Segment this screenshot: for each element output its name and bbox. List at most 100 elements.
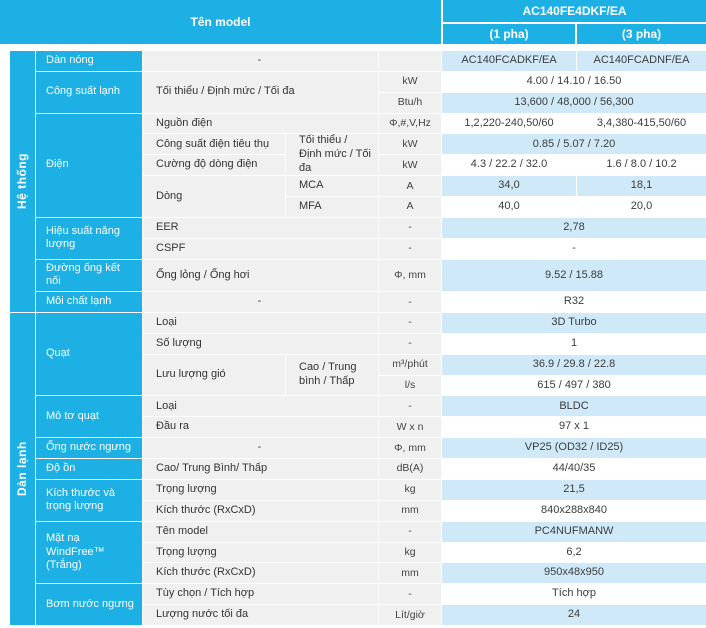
row-header-moi-chat-lanh: Môi chất lạnh: [36, 292, 142, 313]
label-kich-thuoc-2: Kích thước (RxCxD): [143, 563, 378, 584]
value-luu-luong-gio-m3: 36.9 / 29.8 / 22.8: [442, 354, 706, 375]
value-cuong-do-3pha: 1.6 / 8.0 / 10.2: [577, 155, 706, 176]
value-cong-suat-lanh-kw: 4.00 / 14.10 / 16.50: [442, 71, 706, 92]
label-eer: EER: [143, 217, 378, 238]
table-body: Hệ thống Dàn lạnh Dàn nóng Công suất lạn…: [8, 51, 706, 625]
value-mfa-1pha: 40,0: [442, 197, 576, 217]
sublabel-mca: MCA: [286, 176, 378, 197]
unit-quat-loai: -: [379, 313, 441, 333]
value-ong-long-ong-hoi: 9.52 / 15.88: [442, 259, 706, 292]
unit-phi-v-hz: Φ,#,V,Hz: [379, 113, 441, 134]
value-dan-nong-3pha: AC140FCADNF/EA: [577, 51, 706, 71]
sublabel-cao-trung-binh-thap: Cao / Trung bình / Thấp: [286, 354, 378, 396]
unit-kg-1: kg: [379, 479, 441, 500]
value-mo-to-loai: BLDC: [442, 396, 706, 417]
unit-dan-nong: [379, 51, 441, 71]
value-nguon-dien-1pha: 1,2,220-240,50/60: [442, 113, 576, 134]
unit-mo-to-loai: -: [379, 396, 441, 417]
label-ong-long-ong-hoi: Ống lỏng / Ống hơi: [143, 259, 378, 292]
label-nguon-dien: Nguồn điện: [143, 113, 378, 134]
row-header-mat-na-windfree: Mặt nạ WindFree™ (Trắng): [36, 521, 142, 584]
unit-moi-chat: -: [379, 292, 441, 313]
unit-so-luong: -: [379, 333, 441, 354]
row-header-hieu-suat-nang-luong: Hiệu suất năng lượng: [36, 217, 142, 259]
row-header-quat: Quạt: [36, 313, 142, 396]
label-luu-luong-gio: Lưu lượng gió: [143, 354, 285, 396]
unit-dba: dB(A): [379, 459, 441, 479]
unit-kw-tieu-thu: kW: [379, 134, 441, 155]
label-cuong-do-dong-dien: Cường độ dòng điện: [143, 155, 285, 176]
label-luong-nuoc-toi-da: Lượng nước tối đa: [143, 605, 378, 625]
row-header-mo-to-quat: Mô tơ quạt: [36, 396, 142, 438]
label-trong-luong-2: Trọng lượng: [143, 542, 378, 563]
value-do-on: 44/40/35: [442, 459, 706, 479]
label-cspf: CSPF: [143, 238, 378, 259]
label-ten-model-mat-na: Tên model: [143, 521, 378, 542]
value-dan-nong-1pha: AC140FCADKF/EA: [442, 51, 576, 71]
label-dong: Dòng: [143, 176, 285, 217]
value-quat-loai: 3D Turbo: [442, 313, 706, 333]
header-phase-3: (3 pha): [577, 24, 706, 44]
value-eer: 2,78: [442, 217, 706, 238]
header-phase-1: (1 pha): [443, 24, 575, 44]
label-so-luong: Số lượng: [143, 333, 378, 354]
value-trong-luong-1: 21,5: [442, 479, 706, 500]
row-header-ong-nuoc-ngung: Ống nước ngưng: [36, 438, 142, 459]
row-header-dien: Điện: [36, 113, 142, 217]
label-cong-suat-dien-tieu-thu: Công suất điện tiêu thụ: [143, 134, 285, 155]
label-quat-loai: Loại: [143, 313, 378, 333]
label-trong-luong-1: Trọng lượng: [143, 479, 378, 500]
value-cong-suat-lanh-btu: 13,600 / 48,000 / 56,300: [442, 92, 706, 113]
value-dau-ra: 97 x 1: [442, 417, 706, 438]
value-kich-thuoc-2: 950x48x950: [442, 563, 706, 584]
value-mca-3pha: 18,1: [577, 176, 706, 197]
label-do-on-cao-trung-binh-thap: Cao/ Trung Bình/ Thấp: [143, 459, 378, 479]
unit-kw-lanh: kW: [379, 71, 441, 92]
unit-lit-gio: Lít/giờ: [379, 605, 441, 625]
unit-l-s: l/s: [379, 375, 441, 396]
unit-phi-mm-nuoc: Φ, mm: [379, 438, 441, 459]
value-luu-luong-gio-ls: 615 / 497 / 380: [442, 375, 706, 396]
value-trong-luong-2: 6,2: [442, 542, 706, 563]
value-cuong-do-1pha: 4.3 / 22.2 / 32.0: [442, 155, 576, 176]
value-ong-nuoc-ngung: VP25 (OD32 / ID25): [442, 438, 706, 459]
value-tuy-chon-tich-hop: Tích hợp: [442, 584, 706, 605]
unit-kg-2: kg: [379, 542, 441, 563]
header-ten-model: Tên model: [0, 0, 441, 44]
value-cong-suat-dien-tieu-thu: 0.85 / 5.07 / 7.20: [442, 134, 706, 155]
sublabel-mfa: MFA: [286, 197, 378, 217]
unit-m3-phut: m³/phút: [379, 354, 441, 375]
row-header-dan-nong: Dàn nóng: [36, 51, 142, 71]
label-dan-nong-dash: -: [143, 51, 378, 71]
unit-tuy-chon: -: [379, 584, 441, 605]
row-header-kich-thuoc-trong-luong: Kích thước và trọng lượng: [36, 479, 142, 521]
label-mo-to-loai: Loại: [143, 396, 378, 417]
value-mca-1pha: 34,0: [442, 176, 576, 197]
unit-eer: -: [379, 217, 441, 238]
value-luong-nuoc-toi-da: 24: [442, 605, 706, 625]
label-dau-ra: Đầu ra: [143, 417, 378, 438]
row-header-duong-ong-ket-noi: Đường ống kết nối: [36, 259, 142, 292]
sublabel-toi-thieu-dinh-muc-toi-da: Tối thiểu / Định mức / Tối đa: [286, 134, 378, 176]
label-cong-suat-lanh: Tối thiểu / Định mức / Tối đa: [143, 71, 378, 113]
label-kich-thuoc-1: Kích thước (RxCxD): [143, 500, 378, 521]
value-so-luong: 1: [442, 333, 706, 354]
unit-kw-cuong-do: kW: [379, 155, 441, 176]
value-ten-model-mat-na: PC4NUFMANW: [442, 521, 706, 542]
unit-mm-2: mm: [379, 563, 441, 584]
unit-btu: Btu/h: [379, 92, 441, 113]
row-header-bom-nuoc-ngung: Bơm nước ngưng: [36, 584, 142, 625]
unit-ten-model: -: [379, 521, 441, 542]
unit-cspf: -: [379, 238, 441, 259]
value-cspf: -: [442, 238, 706, 259]
section-label-he-thong: Hệ thống: [8, 51, 35, 313]
header-model-code: AC140FE4DKF/EA: [443, 0, 706, 22]
value-mfa-3pha: 20,0: [577, 197, 706, 217]
unit-a-mfa: A: [379, 197, 441, 217]
unit-mm-1: mm: [379, 500, 441, 521]
unit-phi-mm-ong: Φ, mm: [379, 259, 441, 292]
label-tuy-chon-tich-hop: Tùy chọn / Tích hợp: [143, 584, 378, 605]
table-header: Tên model AC140FE4DKF/EA (1 pha) (3 pha): [0, 0, 706, 44]
unit-a-mca: A: [379, 176, 441, 197]
